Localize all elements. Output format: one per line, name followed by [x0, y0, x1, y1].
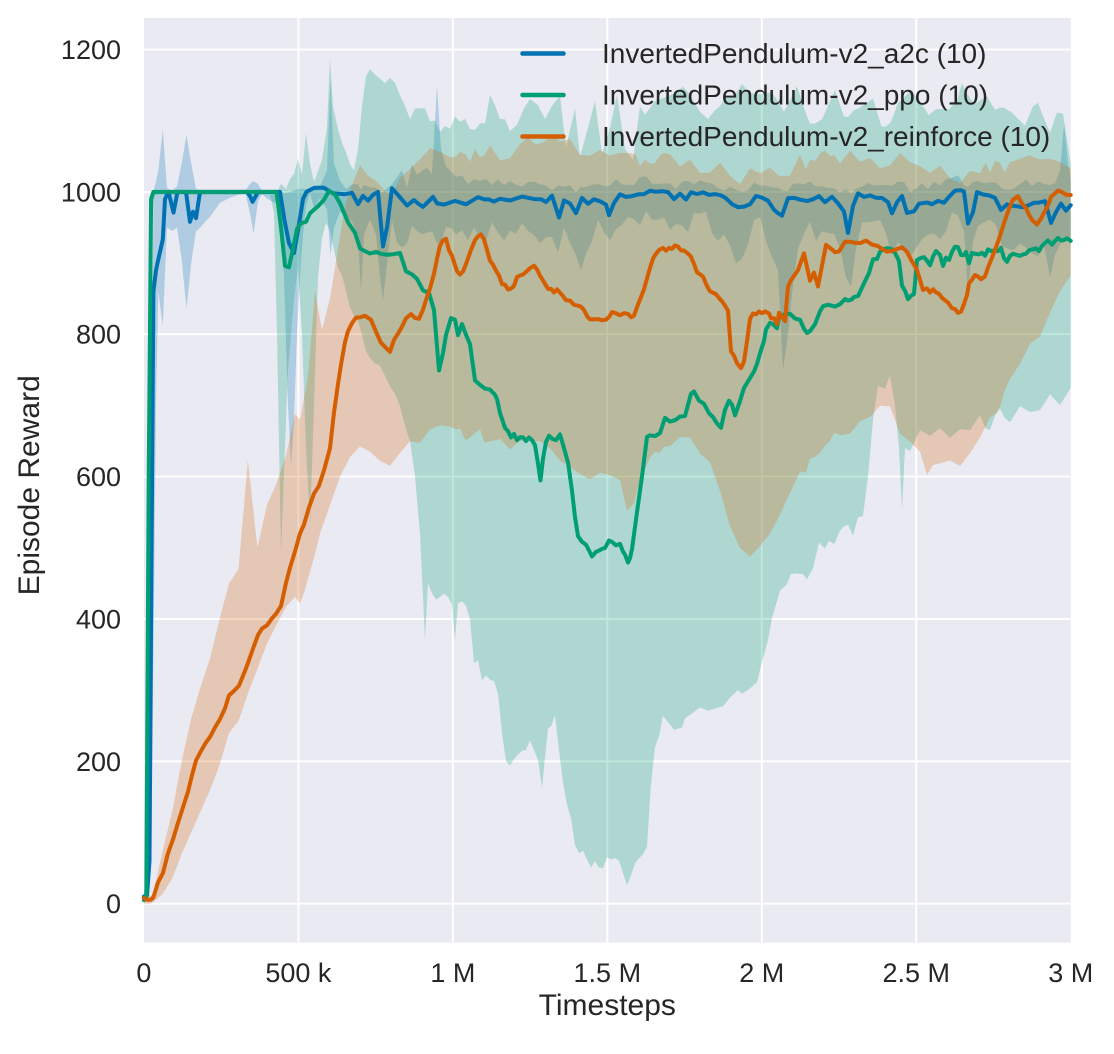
svg-text:InvertedPendulum-v2_a2c (10): InvertedPendulum-v2_a2c (10)	[602, 38, 986, 69]
svg-text:500 k: 500 k	[265, 958, 332, 988]
svg-text:Timesteps: Timesteps	[539, 989, 676, 1022]
svg-text:0: 0	[106, 889, 121, 919]
svg-text:800: 800	[76, 320, 121, 350]
svg-text:600: 600	[76, 462, 121, 492]
svg-text:1 M: 1 M	[430, 958, 475, 988]
svg-text:0: 0	[136, 958, 151, 988]
svg-text:1.5 M: 1.5 M	[574, 958, 642, 988]
svg-text:200: 200	[76, 747, 121, 777]
svg-text:1000: 1000	[61, 177, 121, 207]
svg-text:1200: 1200	[61, 35, 121, 65]
svg-text:2 M: 2 M	[739, 958, 784, 988]
svg-text:InvertedPendulum-v2_ppo (10): InvertedPendulum-v2_ppo (10)	[602, 80, 988, 111]
svg-text:400: 400	[76, 604, 121, 634]
svg-text:InvertedPendulum-v2_reinforce: InvertedPendulum-v2_reinforce (10)	[602, 121, 1050, 152]
svg-text:3 M: 3 M	[1048, 958, 1093, 988]
svg-text:Episode Reward: Episode Reward	[13, 375, 46, 595]
svg-text:2.5 M: 2.5 M	[882, 958, 950, 988]
